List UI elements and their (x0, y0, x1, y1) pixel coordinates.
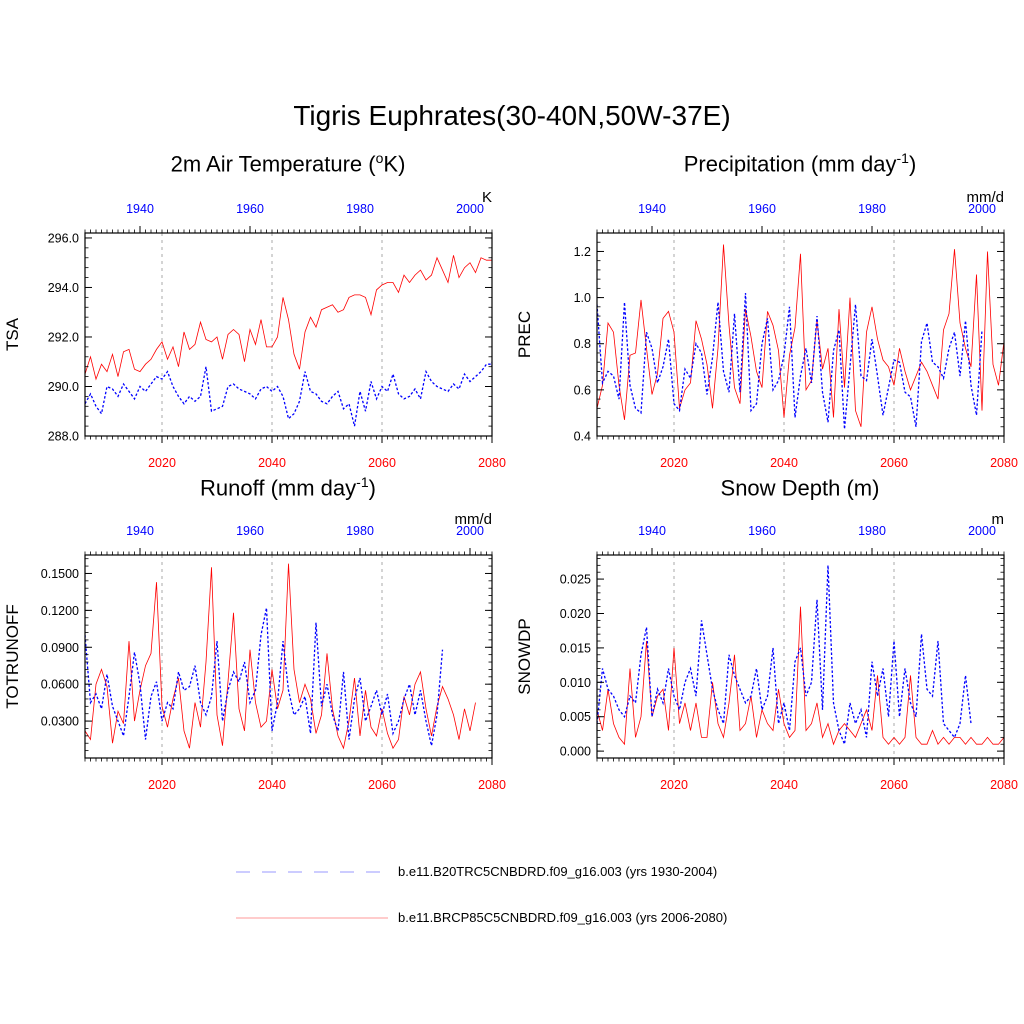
prec-xtick-bottom-label-2040: 2040 (770, 456, 798, 470)
runoff-ytick-label-4: 0.1500 (41, 567, 79, 581)
snowdp-ytick-label-0: 0.000 (560, 745, 591, 759)
runoff-xtick-top-label-2000: 2000 (456, 524, 484, 538)
tsa-ylabel: TSA (3, 317, 22, 351)
snowdp-xtick-top-label-2000: 2000 (968, 524, 996, 538)
prec-unit-label: mm/d (967, 189, 1005, 206)
legend-label-hist: b.e11.B20TRC5CNBDRD.f09_g16.003 (yrs 193… (398, 864, 718, 879)
snowdp-ytick-label-3: 0.015 (560, 641, 591, 655)
panel-title-snowdp: Snow Depth (m) (550, 474, 1024, 501)
runoff-plot-frame (84, 554, 493, 759)
snowdp-xtick-bottom-label-2060: 2060 (880, 778, 908, 792)
snowdp-series-hist (597, 565, 972, 747)
tsa-xtick-top-label-1960: 1960 (236, 202, 264, 216)
panel-title-prec-end: ) (908, 151, 917, 177)
panel-title-snowdp-main: Snow Depth (m) (720, 475, 880, 501)
prec-xtick-bottom-label-2060: 2060 (880, 456, 908, 470)
snowdp-xtick-bottom-label-2020: 2020 (660, 778, 688, 792)
tsa-ytick-label-1: 290.0 (48, 380, 79, 394)
runoff-xtick-top-label-1940: 1940 (126, 524, 154, 538)
tsa-ytick-label-2: 292.0 (48, 330, 79, 344)
runoff-xtick-bottom-label-2080: 2080 (478, 778, 506, 792)
tsa-xtick-top-label-1940: 1940 (126, 202, 154, 216)
runoff-ylabel: TOTRUNOFF (3, 604, 22, 709)
prec-xtick-top-label-2000: 2000 (968, 202, 996, 216)
tsa-unit-label: K (482, 189, 492, 206)
prec-xtick-bottom-label-2080: 2080 (990, 456, 1018, 470)
panel-title-runoff-sup: -1 (356, 474, 369, 490)
runoff-xtick-top-label-1980: 1980 (346, 524, 374, 538)
panel-title-prec: Precipitation (mm day-1) (550, 150, 1024, 177)
prec-ylabel: PREC (515, 311, 534, 358)
prec-series-hist (597, 292, 983, 430)
panel-title-prec-sup: -1 (896, 150, 909, 166)
tsa-xtick-top-label-2000: 2000 (456, 202, 484, 216)
runoff-series-hist (85, 607, 444, 746)
figure-title: Tigris Euphrates(30-40N,50W-37E) (293, 100, 731, 131)
panel-title-tsa-sup: o (375, 150, 384, 166)
panel-title-prec-main: Precipitation (mm day (683, 151, 897, 177)
tsa-ytick-label-4: 296.0 (48, 231, 79, 245)
tsa-xtick-bottom-label-2080: 2080 (478, 456, 506, 470)
panel-title-tsa-main: 2m Air Temperature ( (170, 151, 376, 177)
snowdp-xtick-top-label-1940: 1940 (638, 524, 666, 538)
prec-xtick-top-label-1980: 1980 (858, 202, 886, 216)
tsa-xtick-bottom-label-2020: 2020 (148, 456, 176, 470)
snowdp-xtick-top-label-1980: 1980 (858, 524, 886, 538)
tsa-ytick-label-0: 288.0 (48, 430, 79, 444)
tsa-ytick-label-3: 294.0 (48, 281, 79, 295)
snowdp-xtick-bottom-label-2040: 2040 (770, 778, 798, 792)
snowdp-plot-frame (596, 554, 1005, 759)
runoff-ytick-label-2: 0.0900 (41, 641, 79, 655)
snowdp-ytick-label-1: 0.005 (560, 710, 591, 724)
runoff-xtick-bottom-label-2020: 2020 (148, 778, 176, 792)
tsa-plot-frame (84, 232, 493, 437)
runoff-xtick-top-label-1960: 1960 (236, 524, 264, 538)
prec-xtick-top-label-1960: 1960 (748, 202, 776, 216)
runoff-ytick-label-3: 0.1200 (41, 604, 79, 618)
tsa-series-future (85, 238, 492, 381)
panel-title-tsa: 2m Air Temperature (oK) (38, 150, 538, 177)
prec-ytick-label-3: 1.0 (574, 291, 591, 305)
runoff-xtick-bottom-label-2040: 2040 (258, 778, 286, 792)
prec-ytick-label-1: 0.6 (574, 383, 591, 397)
tsa-xtick-top-label-1980: 1980 (346, 202, 374, 216)
panel-title-tsa-end: K) (383, 151, 406, 177)
runoff-ytick-label-1: 0.0600 (41, 678, 79, 692)
prec-ytick-label-0: 0.4 (574, 430, 591, 444)
snowdp-ytick-label-2: 0.010 (560, 676, 591, 690)
snowdp-xtick-bottom-label-2080: 2080 (990, 778, 1018, 792)
prec-xtick-bottom-label-2020: 2020 (660, 456, 688, 470)
snowdp-ylabel: SNOWDP (515, 618, 534, 695)
snowdp-unit-label: m (992, 511, 1005, 528)
panel-title-runoff-end: ) (368, 475, 376, 501)
snowdp-series-future (597, 606, 1004, 746)
snowdp-ytick-label-5: 0.025 (560, 573, 591, 587)
runoff-ytick-label-0: 0.0300 (41, 715, 79, 729)
prec-xtick-top-label-1940: 1940 (638, 202, 666, 216)
runoff-series-future (85, 563, 476, 750)
tsa-series-hist (85, 361, 492, 427)
panel-title-runoff: Runoff (mm day-1) (38, 474, 538, 501)
snowdp-ytick-label-4: 0.020 (560, 607, 591, 621)
tsa-xtick-bottom-label-2060: 2060 (368, 456, 396, 470)
runoff-unit-label: mm/d (455, 511, 493, 528)
panel-title-runoff-main: Runoff (mm day (200, 475, 357, 501)
prec-ytick-label-2: 0.8 (574, 337, 591, 351)
prec-ytick-label-4: 1.2 (574, 245, 591, 259)
legend-label-future: b.e11.BRCP85C5CNBDRD.f09_g16.003 (yrs 20… (398, 910, 728, 925)
runoff-xtick-bottom-label-2060: 2060 (368, 778, 396, 792)
prec-series-future (597, 244, 1004, 427)
tsa-xtick-bottom-label-2040: 2040 (258, 456, 286, 470)
snowdp-xtick-top-label-1960: 1960 (748, 524, 776, 538)
